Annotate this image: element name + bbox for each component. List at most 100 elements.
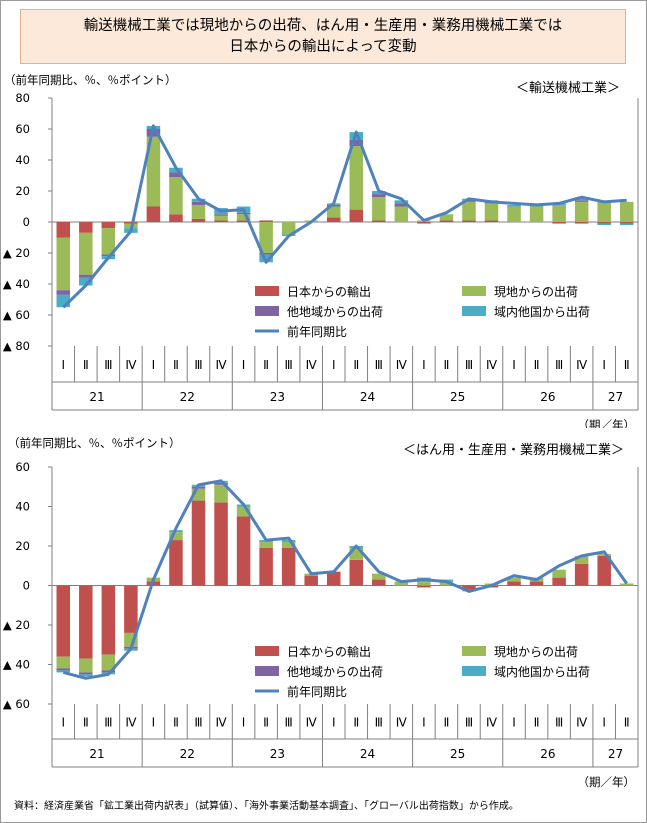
bar-segment: [56, 237, 71, 291]
y-tick-label: 0: [23, 215, 30, 229]
bar-segment: [56, 585, 71, 657]
bar-segment: [552, 222, 566, 224]
bar-segment: [79, 672, 93, 675]
bar-segment: [214, 502, 228, 586]
legend-swatch: [255, 666, 279, 676]
y-tick-label: 20: [15, 184, 30, 198]
bar-segment: [236, 220, 251, 222]
year-label: 21: [89, 747, 104, 761]
quarter-label: Ⅳ: [486, 716, 497, 730]
bar-segment: [259, 254, 273, 263]
legend-label: 現地からの出荷: [494, 285, 578, 299]
legend-label: 前年同期比: [287, 684, 347, 699]
chart-general-machinery: （前年同期比、％、％ポイント） ＜はん用・生産用・業務用機械工業＞ 60 40 20 0 ▲…: [3, 436, 639, 789]
bar-segment: [326, 206, 341, 218]
bar-segment: [169, 172, 183, 178]
bar-segment: [259, 253, 273, 255]
bar-segment: [259, 222, 273, 253]
bar-segment: [394, 200, 409, 204]
y-tick-label: ▲ 80: [3, 339, 30, 353]
year-label: 27: [608, 390, 623, 404]
y-tick-label: 40: [15, 500, 30, 514]
bar-segment: [529, 581, 544, 586]
quarter-label: Ⅱ: [353, 358, 359, 372]
bar-segment: [372, 579, 386, 586]
year-label: 27: [608, 747, 623, 761]
quarter-label: Ⅳ: [306, 716, 317, 730]
bar-segment: [619, 222, 634, 224]
title-line-2: 日本からの輸出によって変動: [229, 38, 417, 55]
bar-segment: [417, 585, 431, 588]
quarter-label: Ⅳ: [125, 358, 136, 372]
legend-label: 他地域からの出荷: [287, 665, 383, 679]
quarter-label: Ⅲ: [104, 358, 112, 372]
quarter-label: Ⅱ: [173, 358, 179, 372]
bar-segment: [462, 201, 476, 221]
bar-segment: [56, 668, 71, 671]
y-tick-label: ▲ 60: [3, 308, 30, 322]
bar-segment: [79, 222, 93, 233]
bar-segment: [101, 585, 116, 655]
bar-segment: [552, 577, 566, 586]
y-tick-label: 0: [23, 579, 30, 593]
year-label: 24: [360, 747, 375, 761]
chart-transport-machinery: （前年同期比、％、％ポイント） ＜輸送機械工業＞ 80 60 40 20 0 ▲ 20 ▲ 40…: [3, 73, 639, 428]
bar-segment: [281, 222, 296, 235]
bar-segment: [372, 194, 386, 198]
bar-segment: [439, 214, 454, 221]
bar-segment: [236, 516, 251, 586]
y-tick-label: 60: [15, 460, 30, 474]
legend-label: 前年同期比: [287, 324, 347, 339]
bar-segment: [349, 146, 364, 210]
y-tick-label: ▲ 40: [3, 277, 30, 291]
bar-segment: [281, 540, 296, 543]
bar-segment: [552, 569, 566, 578]
bar-segment: [169, 214, 183, 222]
quarter-label: Ⅱ: [263, 716, 269, 730]
y-tick-label: 80: [15, 91, 30, 105]
bar-segment: [597, 223, 611, 226]
quarter-label: Ⅱ: [173, 716, 179, 730]
bar-segment: [507, 577, 521, 582]
quarter-label: Ⅳ: [576, 358, 587, 372]
bar-segment: [574, 222, 589, 224]
legend-label: 現地からの出荷: [494, 645, 578, 659]
bar-segment: [214, 215, 228, 221]
bar-segment: [439, 581, 454, 586]
bar-segment: [394, 581, 409, 586]
quarter-label: Ⅳ: [306, 358, 317, 372]
quarter-label: Ⅰ: [512, 716, 516, 730]
bar-segment: [56, 290, 71, 295]
quarter-label: Ⅱ: [624, 358, 630, 372]
quarter-label: Ⅲ: [194, 358, 202, 372]
bar-segment: [146, 136, 161, 207]
legend-label: 日本からの輸出: [287, 644, 371, 659]
bar-segment: [507, 206, 521, 222]
bar-segment: [417, 222, 431, 224]
quarter-label: Ⅲ: [555, 358, 563, 372]
bar-segment: [372, 573, 386, 580]
bar-segment: [79, 232, 93, 275]
bar-segment: [281, 542, 296, 548]
figure-title: 輸送機械工業では現地からの出荷、はん用・生産用・業務用機械工業では 日本からの輸…: [20, 9, 626, 64]
y-axis-label: （前年同期比、％、％ポイント）: [8, 436, 181, 450]
bar-segment: [304, 575, 318, 586]
bar-segment: [349, 547, 364, 560]
bar-segment: [214, 484, 228, 503]
quarter-label: Ⅰ: [422, 716, 426, 730]
quarter-label: Ⅱ: [263, 358, 269, 372]
quarter-label: Ⅰ: [152, 716, 156, 730]
source-note: 資料：経済産業省「鉱工業出荷内訳表」（試算値）、「海外事業活動基本調査」、「グロ…: [14, 801, 519, 812]
bar-segment: [214, 214, 228, 216]
bar-segment: [56, 670, 71, 673]
x-axis-label: （期／年）: [578, 418, 636, 428]
bar-segment: [259, 547, 273, 586]
bar-segment: [101, 222, 116, 229]
quarter-label: Ⅳ: [396, 358, 407, 372]
quarter-label: Ⅰ: [332, 716, 336, 730]
year-label: 23: [270, 390, 285, 404]
bar-segment: [552, 204, 566, 222]
legend-swatch: [462, 286, 486, 296]
y-tick-label: ▲ 20: [3, 246, 30, 260]
bar-segment: [214, 482, 228, 485]
